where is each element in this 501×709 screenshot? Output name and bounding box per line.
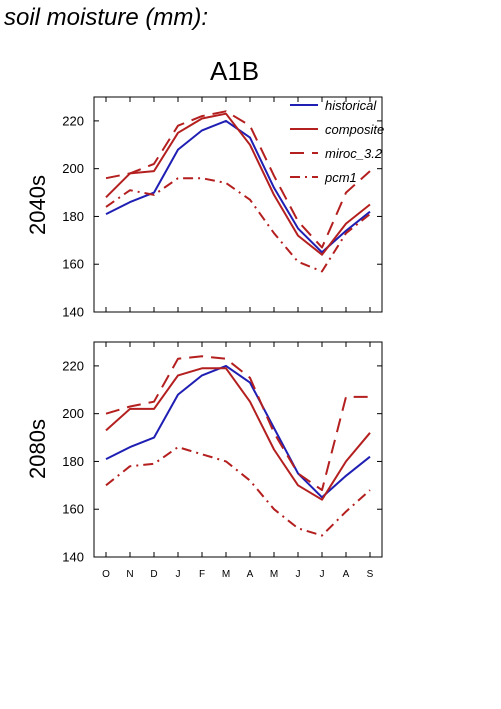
x-tick-label: J (296, 569, 301, 580)
y-tick-label: 160 (62, 502, 84, 517)
series-line-pcm1 (105, 177, 371, 273)
plot-frame (93, 96, 383, 313)
series-line-pcm1 (105, 446, 371, 537)
legend-label: historical (325, 98, 377, 113)
y-tick-label: 180 (62, 209, 84, 224)
panel-2040s: 140 160 180 200 220 historical composite miroc_… (62, 96, 384, 320)
y-tick-label: 160 (62, 257, 84, 272)
x-tick-label: J (320, 569, 325, 580)
x-tick-label: F (199, 569, 205, 580)
page-title: soil moisture (mm): (4, 4, 209, 31)
y-tick-label: 220 (62, 358, 84, 373)
legend-label: miroc_3.2 (325, 146, 383, 161)
series-line-miroc-3-2 (105, 110, 371, 249)
series-line-historical (105, 119, 371, 254)
x-tick-label: A (247, 569, 254, 580)
x-tick-label: M (270, 569, 278, 580)
y-tick-label: 200 (62, 161, 84, 176)
y-tick-label: 200 (62, 406, 84, 421)
x-tick-label: J (176, 569, 181, 580)
legend-label: pcm1 (324, 170, 357, 185)
series-line-composite (105, 367, 371, 501)
x-tick-label: D (150, 569, 157, 580)
x-tick-label: O (102, 569, 110, 580)
series-line-composite (105, 112, 371, 256)
legend-label: composite (325, 122, 384, 137)
y-tick-label: 140 (62, 550, 84, 565)
x-tick-label: A (343, 569, 350, 580)
scenario-title: A1B (210, 56, 260, 86)
y-tick-label: 180 (62, 454, 84, 469)
x-tick-label: N (126, 569, 133, 580)
x-tick-label: M (222, 569, 230, 580)
y-tick-label: 220 (62, 113, 84, 128)
plot-frame (93, 341, 383, 558)
y-tick-label: 140 (62, 305, 84, 320)
panel-2080s: 140 160 180 200 220 O N D J F M A M J J A S (62, 341, 383, 580)
x-tick-label: S (367, 569, 374, 580)
series-line-miroc-3-2 (105, 355, 370, 492)
